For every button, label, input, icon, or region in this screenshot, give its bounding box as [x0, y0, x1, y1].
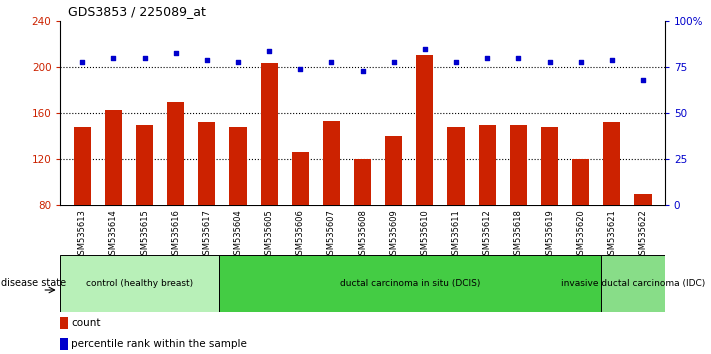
- Bar: [105, 110, 122, 297]
- Point: [544, 59, 555, 64]
- Text: GSM535621: GSM535621: [607, 209, 616, 260]
- Bar: [167, 102, 184, 297]
- Point: [606, 57, 618, 63]
- Bar: [602, 255, 665, 312]
- Text: control (healthy breast): control (healthy breast): [87, 279, 193, 288]
- Bar: [603, 122, 621, 297]
- Bar: [230, 127, 247, 297]
- Bar: [479, 125, 496, 297]
- Text: GSM535608: GSM535608: [358, 209, 367, 260]
- Bar: [541, 127, 558, 297]
- Text: GSM535612: GSM535612: [483, 209, 492, 260]
- Point: [481, 55, 493, 61]
- Text: GSM535606: GSM535606: [296, 209, 305, 260]
- Text: count: count: [71, 318, 101, 327]
- Text: GSM535609: GSM535609: [389, 209, 398, 260]
- Point: [357, 68, 368, 74]
- Point: [77, 59, 88, 64]
- Bar: [136, 125, 153, 297]
- Text: invasive ductal carcinoma (IDC): invasive ductal carcinoma (IDC): [561, 279, 705, 288]
- Text: GSM535607: GSM535607: [327, 209, 336, 260]
- Text: GDS3853 / 225089_at: GDS3853 / 225089_at: [68, 5, 205, 18]
- Text: GSM535610: GSM535610: [420, 209, 429, 260]
- Bar: [634, 194, 651, 297]
- Text: disease state: disease state: [1, 278, 66, 288]
- Point: [232, 59, 244, 64]
- Bar: [417, 55, 434, 297]
- Point: [139, 55, 150, 61]
- Text: GSM535619: GSM535619: [545, 209, 554, 260]
- Bar: [198, 122, 215, 297]
- Text: GSM535620: GSM535620: [576, 209, 585, 260]
- Bar: [74, 127, 91, 297]
- Text: GSM535622: GSM535622: [638, 209, 648, 260]
- Bar: [60, 255, 220, 312]
- Point: [294, 66, 306, 72]
- Text: GSM535611: GSM535611: [451, 209, 461, 260]
- Point: [388, 59, 400, 64]
- Point: [513, 55, 524, 61]
- Text: GSM535614: GSM535614: [109, 209, 118, 260]
- Text: GSM535604: GSM535604: [233, 209, 242, 260]
- Bar: [261, 63, 278, 297]
- Text: GSM535618: GSM535618: [514, 209, 523, 260]
- Text: GSM535615: GSM535615: [140, 209, 149, 260]
- Point: [575, 59, 587, 64]
- Bar: [510, 125, 527, 297]
- Text: GSM535617: GSM535617: [203, 209, 211, 260]
- Text: percentile rank within the sample: percentile rank within the sample: [71, 339, 247, 349]
- Bar: [60, 316, 68, 329]
- Text: GSM535616: GSM535616: [171, 209, 180, 260]
- Text: GSM535605: GSM535605: [264, 209, 274, 260]
- Bar: [220, 255, 602, 312]
- Bar: [385, 136, 402, 297]
- Text: GSM535613: GSM535613: [77, 209, 87, 260]
- Text: ductal carcinoma in situ (DCIS): ductal carcinoma in situ (DCIS): [340, 279, 481, 288]
- Bar: [354, 159, 371, 297]
- Point: [264, 48, 275, 53]
- Point: [201, 57, 213, 63]
- Bar: [292, 152, 309, 297]
- Point: [107, 55, 119, 61]
- Point: [326, 59, 337, 64]
- Point: [419, 46, 431, 52]
- Bar: [60, 338, 68, 350]
- Point: [637, 77, 648, 83]
- Bar: [323, 121, 340, 297]
- Point: [170, 50, 181, 55]
- Bar: [447, 127, 464, 297]
- Point: [450, 59, 461, 64]
- Bar: [572, 159, 589, 297]
